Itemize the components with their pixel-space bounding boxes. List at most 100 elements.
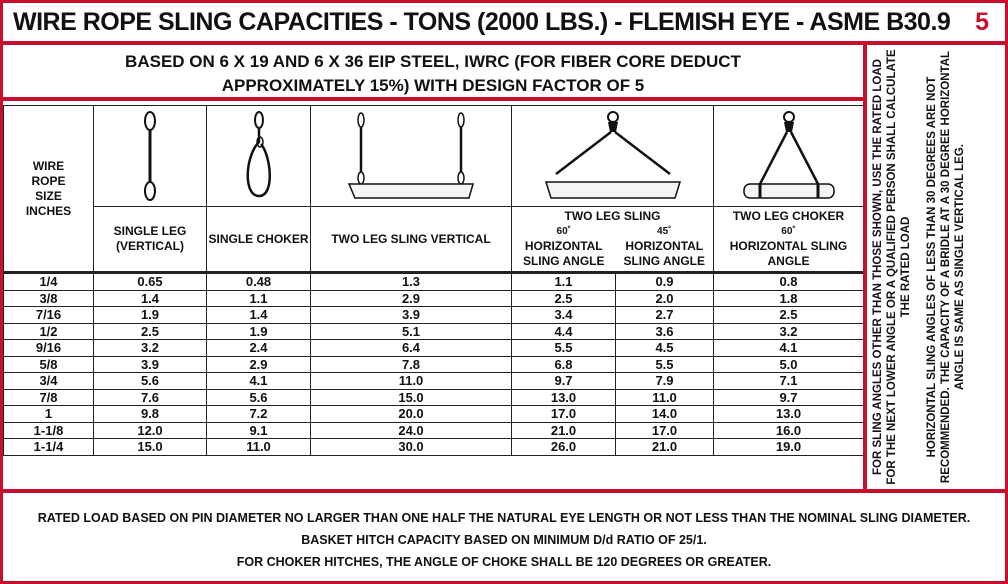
size-cell: 7/16	[3, 306, 94, 324]
size-header: WIRE ROPE SIZE INCHES	[3, 105, 94, 273]
two-leg-vertical-header: TWO LEG SLING VERTICAL	[310, 206, 512, 273]
two-leg-vertical-cell: 3.9	[310, 306, 512, 324]
side-note-text: FOR SLING ANGLES OTHER THAN THOSE SHOWN,…	[871, 49, 1001, 485]
single-choker-header: SINGLE CHOKER	[206, 206, 311, 273]
size-cell: 3/8	[3, 289, 94, 307]
single-leg-cell: 3.9	[93, 355, 207, 373]
table-row: 1-1/4 15.0 11.0 30.0 26.0 21.0 19.0	[3, 438, 864, 456]
single-choker-cell: 5.6	[206, 388, 311, 406]
forty-five-degree-cell: 5.5	[615, 355, 714, 373]
single-choker-sling-icon	[246, 111, 271, 198]
two-leg-vertical-cell: 11.0	[310, 372, 512, 390]
two-leg-sling-title: TWO LEG SLING	[564, 209, 661, 223]
size-cell: 5/8	[3, 355, 94, 373]
two-leg-choker-title: TWO LEG CHOKER	[732, 209, 845, 223]
single-leg-cell: 2.5	[93, 322, 207, 340]
forty-five-degree-cell: 14.0	[615, 405, 714, 423]
forty-five-degree-horizontal-label: HORIZONTAL SLING ANGLE	[623, 239, 706, 268]
subtitle-line-1: BASED ON 6 X 19 AND 6 X 36 EIP STEEL, IW…	[125, 52, 741, 71]
two-leg-choker-header: TWO LEG CHOKER 60˚ HORIZONTAL SLING ANGL…	[713, 206, 864, 273]
footer-line-2: BASKET HITCH CAPACITY BASED ON MINIMUM D…	[301, 533, 707, 547]
size-cell: 1	[3, 405, 94, 423]
table-row: 3/8 1.4 1.1 2.9 2.5 2.0 1.8	[3, 289, 864, 307]
single-choker-cell: 11.0	[206, 438, 311, 456]
two-leg-choker-cell: 19.0	[713, 438, 864, 456]
two-leg-vertical-cell: 30.0	[310, 438, 512, 456]
size-header-label: WIRE ROPE SIZE INCHES	[25, 158, 72, 218]
two-leg-vertical-cell: 6.4	[310, 339, 512, 357]
subtitle-line-2: APPROXIMATELY 15%) WITH DESIGN FACTOR OF…	[221, 76, 645, 95]
forty-five-degree-cell: 0.9	[615, 271, 714, 291]
forty-five-degree-label: 45˚	[657, 226, 672, 237]
single-choker-cell: 1.1	[206, 289, 311, 307]
forty-five-degree-cell: 7.9	[615, 372, 714, 390]
sixty-degree-cell: 6.8	[511, 355, 616, 373]
choker-horizontal-label: HORIZONTAL SLING ANGLE	[729, 239, 848, 268]
table-row: 5/8 3.9 2.9 7.8 6.8 5.5 5.0	[3, 355, 864, 373]
sixty-degree-cell: 21.0	[511, 421, 616, 439]
two-leg-sling-header: TWO LEG SLING 60˚ HORIZONTAL SLING ANGLE…	[511, 206, 714, 273]
single-leg-cell: 12.0	[93, 421, 207, 439]
sixty-degree-cell: 1.1	[511, 271, 616, 291]
side-note-paragraph-2: HORIZONTAL SLING ANGLES OF LESS THAN 30 …	[926, 50, 966, 484]
subtitle: BASED ON 6 X 19 AND 6 X 36 EIP STEEL, IW…	[3, 45, 863, 101]
forty-five-degree-cell: 2.7	[615, 306, 714, 324]
sixty-degree-cell: 3.4	[511, 306, 616, 324]
single-leg-cell: 0.65	[93, 271, 207, 291]
two-leg-choker-cell: 16.0	[713, 421, 864, 439]
single-leg-cell: 15.0	[93, 438, 207, 456]
two-leg-vertical-cell: 2.9	[310, 289, 512, 307]
sixty-degree-horizontal-label: HORIZONTAL SLING ANGLE	[522, 239, 605, 268]
single-leg-cell: 5.6	[93, 372, 207, 390]
single-leg-cell: 1.4	[93, 289, 207, 307]
table-row: 7/16 1.9 1.4 3.9 3.4 2.7 2.5	[3, 306, 864, 324]
sixty-degree-cell: 5.5	[511, 339, 616, 357]
choker-degree-label: 60˚	[781, 226, 796, 237]
two-leg-choker-cell: 9.7	[713, 388, 864, 406]
sixty-degree-label: 60˚	[556, 226, 571, 237]
two-leg-vertical-cell: 15.0	[310, 388, 512, 406]
two-leg-vertical-cell: 7.8	[310, 355, 512, 373]
size-cell: 7/8	[3, 388, 94, 406]
forty-five-degree-cell: 2.0	[615, 289, 714, 307]
two-leg-choker-illustration	[713, 105, 864, 207]
two-leg-choker-cell: 3.2	[713, 322, 864, 340]
two-leg-vertical-cell: 20.0	[310, 405, 512, 423]
two-leg-choker-cell: 13.0	[713, 405, 864, 423]
single-choker-cell: 7.2	[206, 405, 311, 423]
forty-five-degree-header: 45˚ HORIZONTAL SLING ANGLE	[615, 224, 713, 269]
sixty-degree-cell: 26.0	[511, 438, 616, 456]
forty-five-degree-cell: 4.5	[615, 339, 714, 357]
title-bar: WIRE ROPE SLING CAPACITIES - TONS (2000 …	[3, 3, 1005, 45]
single-choker-cell: 9.1	[206, 421, 311, 439]
footer-notes: RATED LOAD BASED ON PIN DIAMETER NO LARG…	[3, 489, 1005, 581]
forty-five-degree-cell: 17.0	[615, 421, 714, 439]
two-leg-vertical-cell: 5.1	[310, 322, 512, 340]
two-leg-vertical-sling-icon	[347, 112, 474, 199]
single-leg-cell: 9.8	[93, 405, 207, 423]
footer-line-3: FOR CHOKER HITCHES, THE ANGLE OF CHOKE S…	[236, 555, 772, 569]
single-leg-header: SINGLE LEG (VERTICAL)	[93, 206, 207, 273]
two-leg-choker-cell: 0.8	[713, 271, 864, 291]
single-choker-cell: 1.9	[206, 322, 311, 340]
footer-line-1: RATED LOAD BASED ON PIN DIAMETER NO LARG…	[37, 511, 971, 525]
forty-five-degree-cell: 3.6	[615, 322, 714, 340]
sixty-degree-cell: 13.0	[511, 388, 616, 406]
two-leg-bridle-sling-icon	[544, 111, 681, 199]
single-leg-cell: 7.6	[93, 388, 207, 406]
two-leg-sling-subcolumns: 60˚ HORIZONTAL SLING ANGLE 45˚ HORIZONTA…	[512, 224, 713, 269]
side-note: FOR SLING ANGLES OTHER THAN THOSE SHOWN,…	[863, 45, 1005, 489]
sixty-degree-cell: 9.7	[511, 372, 616, 390]
size-cell: 3/4	[3, 372, 94, 390]
single-leg-sling-icon	[144, 111, 156, 201]
table-row: 1/2 2.5 1.9 5.1 4.4 3.6 3.2	[3, 322, 864, 340]
size-cell: 9/16	[3, 339, 94, 357]
capacity-table: WIRE ROPE SIZE INCHES	[3, 105, 864, 456]
table-row: 3/4 5.6 4.1 11.0 9.7 7.9 7.1	[3, 372, 864, 390]
single-choker-cell: 2.4	[206, 339, 311, 357]
single-choker-cell: 0.48	[206, 271, 311, 291]
single-choker-illustration	[206, 105, 311, 207]
two-leg-bridle-illustration	[511, 105, 714, 207]
two-leg-choker-cell: 7.1	[713, 372, 864, 390]
